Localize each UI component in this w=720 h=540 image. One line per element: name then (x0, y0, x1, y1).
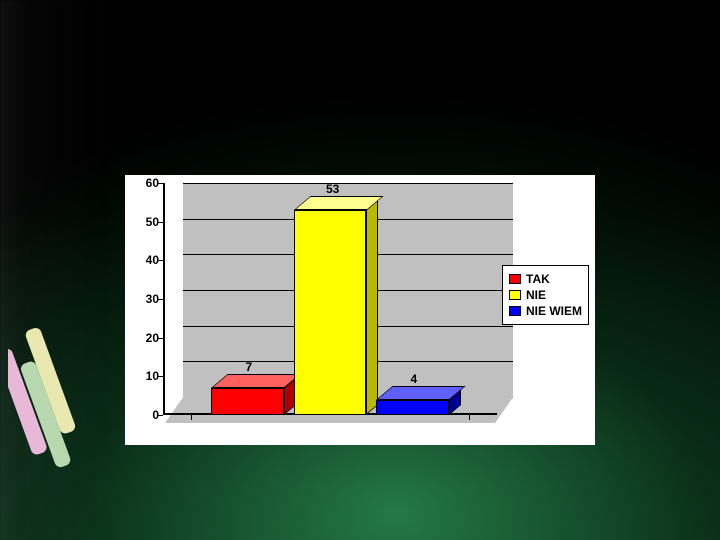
legend-item: TAK (509, 272, 582, 286)
bar-value-label: 53 (326, 182, 339, 196)
y-tick-label: 60 (146, 176, 159, 190)
bar-value-label: 4 (410, 372, 417, 386)
slide-title: Czy Pani/Pana dziecko czuło się zagubion… (100, 24, 700, 110)
legend-item: NIE (509, 288, 582, 302)
bar-tak: 7 (211, 388, 284, 415)
x-tick (469, 415, 470, 420)
bar-nie: 53 (294, 210, 367, 415)
x-tick (191, 415, 192, 420)
chart-container: 0 10 20 30 40 50 60 7 53 4 TAK NIE NIE WIEM (125, 175, 595, 445)
bar-nie-wiem: 4 (376, 400, 449, 415)
bar-front (211, 388, 284, 415)
legend-label: NIE (526, 288, 546, 302)
legend-label: NIE WIEM (526, 304, 582, 318)
y-tick-label: 20 (146, 331, 159, 345)
bar-side (366, 200, 378, 415)
y-tick-label: 40 (146, 253, 159, 267)
chalkboard-edge (0, 0, 110, 540)
bar-front (376, 400, 449, 415)
legend-swatch (509, 306, 521, 316)
legend: TAK NIE NIE WIEM (502, 265, 589, 325)
y-axis-labels: 0102030405060 (131, 183, 161, 415)
title-line-3: w szkole? (100, 82, 700, 111)
title-line-2: odnaleźć się (100, 53, 700, 82)
legend-label: TAK (526, 272, 550, 286)
y-tick-label: 10 (146, 369, 159, 383)
legend-swatch (509, 290, 521, 300)
bar-value-label: 7 (245, 360, 252, 374)
bar-front (294, 210, 367, 415)
bars-group: 7 53 4 (165, 183, 495, 415)
legend-item: NIE WIEM (509, 304, 582, 318)
title-line-1: Czy Pani/Pana dziecko czuło się zagubion… (100, 24, 700, 53)
y-tick-label: 30 (146, 292, 159, 306)
legend-swatch (509, 274, 521, 284)
y-tick-label: 50 (146, 215, 159, 229)
y-tick-label: 0 (152, 408, 159, 422)
